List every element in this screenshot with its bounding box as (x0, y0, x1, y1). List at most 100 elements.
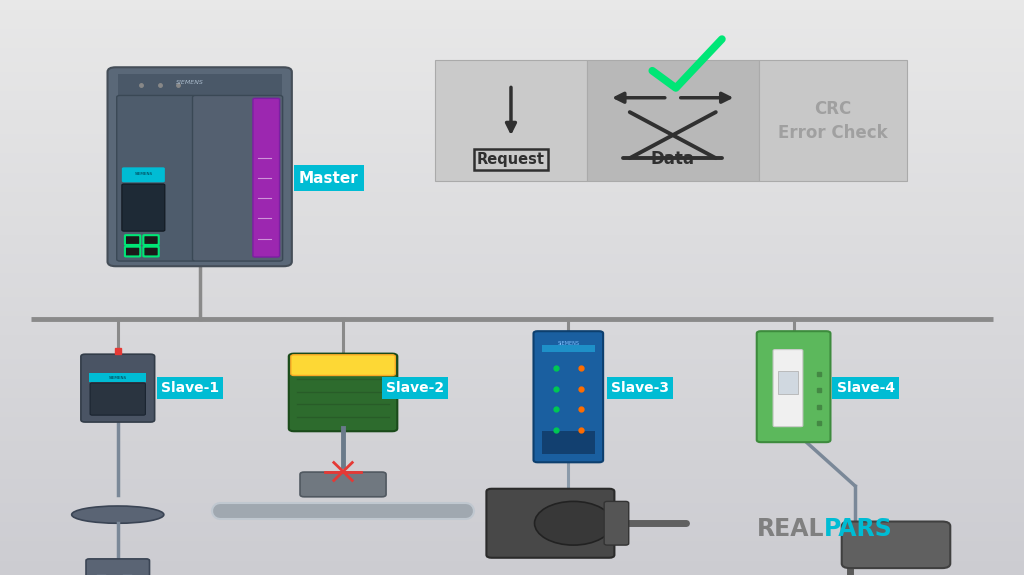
FancyBboxPatch shape (89, 373, 146, 382)
Bar (0, 518, 1024, 522)
Bar (0, 53, 1024, 58)
Text: Slave-1: Slave-1 (161, 381, 219, 395)
Bar (0, 177, 1024, 182)
Bar (0, 359, 1024, 364)
Bar (0, 82, 1024, 86)
Bar (0, 220, 1024, 225)
Bar (0, 331, 1024, 335)
Bar (0, 503, 1024, 508)
Bar (0, 570, 1024, 575)
Bar (0, 513, 1024, 518)
Bar (0, 163, 1024, 168)
Bar (0, 369, 1024, 374)
Bar (0, 398, 1024, 402)
Bar (0, 446, 1024, 450)
FancyBboxPatch shape (486, 489, 614, 558)
FancyBboxPatch shape (86, 559, 150, 575)
Text: Slave-3: Slave-3 (611, 381, 670, 395)
Bar (0, 489, 1024, 493)
Bar (0, 14, 1024, 19)
FancyBboxPatch shape (587, 60, 759, 181)
Bar (0, 551, 1024, 556)
Bar (0, 460, 1024, 465)
Bar (0, 273, 1024, 278)
Bar (0, 306, 1024, 312)
Bar (0, 278, 1024, 283)
Bar (0, 561, 1024, 565)
Bar (0, 431, 1024, 436)
Bar (0, 297, 1024, 302)
FancyBboxPatch shape (108, 67, 292, 266)
FancyBboxPatch shape (778, 371, 798, 394)
Bar (0, 479, 1024, 484)
Bar (0, 302, 1024, 306)
FancyBboxPatch shape (542, 345, 595, 352)
Bar (0, 58, 1024, 62)
Text: Master: Master (299, 171, 358, 186)
Bar (0, 493, 1024, 499)
Bar (0, 378, 1024, 384)
FancyBboxPatch shape (291, 355, 395, 375)
Bar (0, 288, 1024, 292)
Text: SIEMENS: SIEMENS (557, 342, 580, 346)
FancyBboxPatch shape (118, 74, 282, 96)
Bar (0, 62, 1024, 67)
Bar (0, 402, 1024, 407)
Bar (0, 254, 1024, 259)
FancyBboxPatch shape (122, 167, 165, 182)
Text: PARS: PARS (824, 517, 893, 541)
FancyBboxPatch shape (193, 95, 283, 261)
FancyBboxPatch shape (435, 60, 587, 181)
FancyBboxPatch shape (117, 95, 196, 261)
Bar (0, 182, 1024, 187)
Text: Response: Response (486, 92, 773, 144)
Bar (0, 441, 1024, 446)
Bar (0, 542, 1024, 546)
FancyBboxPatch shape (773, 350, 803, 427)
Text: SIEMENS: SIEMENS (109, 376, 127, 380)
Bar (0, 263, 1024, 269)
Bar (0, 5, 1024, 10)
Bar (0, 216, 1024, 220)
FancyBboxPatch shape (300, 472, 386, 497)
FancyBboxPatch shape (143, 235, 159, 245)
FancyBboxPatch shape (757, 331, 830, 442)
Bar (0, 201, 1024, 206)
Bar (0, 244, 1024, 249)
Bar (0, 412, 1024, 417)
Bar (0, 230, 1024, 235)
Bar (0, 312, 1024, 316)
FancyBboxPatch shape (143, 247, 159, 256)
FancyBboxPatch shape (289, 354, 397, 431)
Bar (0, 240, 1024, 244)
FancyBboxPatch shape (759, 60, 907, 181)
Bar (0, 206, 1024, 211)
Bar (0, 321, 1024, 326)
Bar (0, 76, 1024, 82)
Bar (0, 269, 1024, 273)
Bar (0, 259, 1024, 263)
Bar (0, 235, 1024, 240)
Bar (0, 86, 1024, 91)
Bar (0, 158, 1024, 163)
Bar (0, 43, 1024, 48)
FancyBboxPatch shape (125, 235, 140, 245)
Bar (0, 283, 1024, 288)
Bar (0, 374, 1024, 378)
Bar (0, 484, 1024, 489)
Bar (0, 499, 1024, 503)
Bar (0, 326, 1024, 331)
Bar (0, 536, 1024, 542)
Bar (0, 474, 1024, 479)
Bar (0, 249, 1024, 254)
Bar (0, 364, 1024, 369)
Bar (0, 470, 1024, 474)
Text: SIEMENS: SIEMENS (134, 172, 153, 176)
FancyBboxPatch shape (90, 383, 145, 415)
Bar (0, 115, 1024, 120)
Bar (0, 292, 1024, 297)
Bar (0, 33, 1024, 39)
Ellipse shape (72, 506, 164, 523)
Bar (0, 24, 1024, 29)
Bar (0, 91, 1024, 96)
